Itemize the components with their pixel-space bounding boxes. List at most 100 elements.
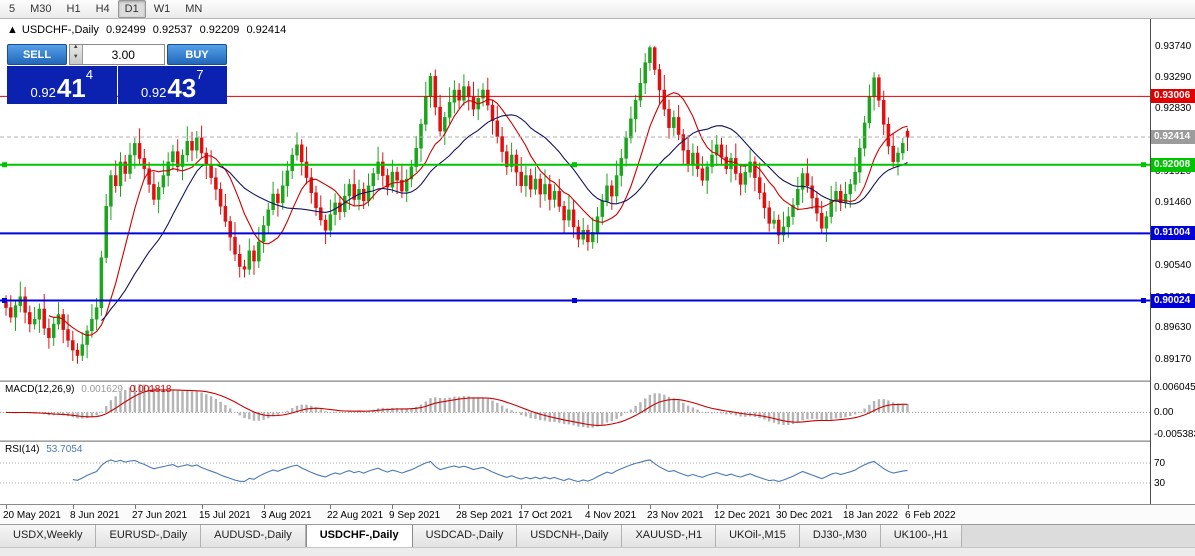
time-axis-label: 8 Jun 2021 <box>70 510 120 521</box>
ma-fast-line <box>48 92 908 337</box>
time-axis-tick <box>202 505 203 509</box>
chart-tab-usdcad-daily[interactable]: USDCAD-,Daily <box>412 525 518 547</box>
timeframe-button-mn[interactable]: MN <box>185 3 203 15</box>
time-axis-label: 23 Nov 2021 <box>647 510 704 521</box>
time-axis-label: 20 May 2021 <box>3 510 61 521</box>
time-axis-label: 9 Sep 2021 <box>389 510 441 521</box>
price-axis-tick: 0.93740 <box>1155 41 1192 53</box>
macd-axis-label: -0.005383 <box>1154 429 1195 440</box>
price-chart-svg <box>0 45 1150 364</box>
time-axis-label: 3 Aug 2021 <box>261 510 312 521</box>
time-axis-tick <box>779 505 780 509</box>
timeframe-button-m30[interactable]: M30 <box>30 3 52 15</box>
time-axis-tick <box>459 505 460 509</box>
macd-pane[interactable] <box>0 382 1150 440</box>
buy-button[interactable]: BUY <box>167 44 227 65</box>
chart-tab-audusd-daily[interactable]: AUDUSD-,Daily <box>201 525 306 547</box>
bid-quote[interactable]: 0.92 41 4 <box>7 66 117 104</box>
time-axis-label: 15 Jul 2021 <box>199 510 251 521</box>
time-axis-label: 28 Sep 2021 <box>456 510 513 521</box>
timeframe-button-5[interactable]: 5 <box>9 3 16 15</box>
status-strip <box>0 547 1195 556</box>
time-axis-tick <box>650 505 651 509</box>
ohlc-low: 0.92209 <box>199 24 240 36</box>
price-axis-tick: 0.89630 <box>1155 322 1192 334</box>
chart-tab-xauusd-h1[interactable]: XAUUSD-,H1 <box>622 525 717 547</box>
sell-button[interactable]: SELL <box>7 44 67 65</box>
collapse-panel-icon[interactable]: ▲ <box>7 24 18 36</box>
time-axis-tick <box>846 505 847 509</box>
chart-tab-usdcnh-daily[interactable]: USDCNH-,Daily <box>517 525 623 547</box>
macd-axis-label: 0.00 <box>1154 407 1174 419</box>
macd-name: MACD(12,26,9) <box>5 384 75 395</box>
time-axis[interactable]: 20 May 2021 8 Jun 2021 27 Jun 2021 15 Jul 2… <box>0 504 1195 524</box>
hline-handle[interactable] <box>2 162 7 168</box>
rsi-value: 53.7054 <box>46 444 83 455</box>
price-axis[interactable]: 0.937400.932900.928300.923800.919200.914… <box>1150 19 1195 504</box>
chart-header: ▲ USDCHF-,Daily 0.92499 0.92537 0.92209 0… <box>7 24 290 36</box>
hline-handle[interactable] <box>572 162 577 168</box>
ask-quote[interactable]: 0.92 43 7 <box>117 66 227 104</box>
bid-price-sup: 4 <box>85 67 93 82</box>
time-axis-label: 22 Aug 2021 <box>327 510 384 521</box>
price-axis-tick: 0.89170 <box>1155 353 1192 365</box>
chart-tab-uk100-h1[interactable]: UK100-,H1 <box>880 525 963 547</box>
timeframe-button-w1[interactable]: W1 <box>153 3 171 15</box>
ohlc-close: 0.92414 <box>246 24 287 36</box>
macd-label: MACD(12,26,9) 0.001629 0.001818 <box>5 384 175 395</box>
current-price-badge: 0.92414 <box>1151 129 1195 144</box>
pane-separator-rsi[interactable] <box>0 440 1195 442</box>
volume-field[interactable]: ▲ ▼ <box>69 44 165 65</box>
timeframe-button-h1[interactable]: H1 <box>66 3 81 15</box>
one-click-trading-panel: SELL ▲ ▼ BUY 0.92 41 4 0.92 43 7 <box>7 44 227 104</box>
rsi-pane[interactable] <box>0 442 1150 504</box>
hline-price-badge[interactable]: 0.91004 <box>1151 226 1195 241</box>
ohlc-open: 0.92499 <box>105 24 146 36</box>
price-axis-tick: 0.93290 <box>1155 72 1192 83</box>
time-axis-tick <box>264 505 265 509</box>
chart-tab-usdchf-daily[interactable]: USDCHF-,Daily <box>305 525 413 547</box>
ask-price-small: 0.92 <box>141 85 167 100</box>
rsi-axis-label: 70 <box>1154 458 1166 469</box>
chart-tab-ukoil-m15[interactable]: UKOil-,M15 <box>716 525 800 547</box>
timeframe-button-d1[interactable]: D1 <box>117 0 146 18</box>
ma-slow-line <box>101 114 908 321</box>
time-axis-label: 17 Oct 2021 <box>518 510 573 521</box>
time-axis-label: 27 Jun 2021 <box>132 510 188 521</box>
bid-price-small: 0.92 <box>30 85 56 100</box>
hline-handle[interactable] <box>2 298 7 303</box>
hline-price-badge[interactable]: 0.93006 <box>1151 89 1195 104</box>
time-axis-label: 6 Feb 2022 <box>905 510 956 521</box>
time-axis-tick <box>330 505 331 509</box>
macd-axis-label: 0.006045 <box>1154 382 1195 393</box>
timeframe-button-h4[interactable]: H4 <box>95 3 110 15</box>
volume-input[interactable] <box>82 45 164 64</box>
hline-handle[interactable] <box>572 298 577 303</box>
rsi-axis-label: 30 <box>1154 478 1166 489</box>
time-axis-tick <box>135 505 136 509</box>
chart-tab-dj30-m30[interactable]: DJ30-,M30 <box>799 525 881 547</box>
hline-price-badge[interactable]: 0.92008 <box>1151 157 1195 172</box>
hline-handle[interactable] <box>1141 162 1146 168</box>
hline-handle[interactable] <box>1141 298 1146 303</box>
pane-separator-macd[interactable] <box>0 380 1195 382</box>
bid-price-big: 41 <box>56 73 86 103</box>
timeframe-toolbar: 5 M30 H1 H4 D1 W1 MN <box>0 0 1195 19</box>
ohlc-high: 0.92537 <box>152 24 193 36</box>
hline-price-badge[interactable]: 0.90024 <box>1151 293 1195 308</box>
volume-down-arrow-icon[interactable]: ▼ <box>72 53 79 60</box>
macd-hist-value: 0.001629 <box>81 384 123 395</box>
time-axis-label: 18 Jan 2022 <box>843 510 899 521</box>
macd-signal-value: 0.001818 <box>129 384 172 395</box>
ask-price-sup: 7 <box>196 67 204 82</box>
rsi-chart-svg <box>0 459 1150 484</box>
chart-tab-usdx-weekly[interactable]: USDX,Weekly <box>0 525 97 547</box>
candles-series <box>4 45 910 364</box>
rsi-label: RSI(14) 53.7054 <box>5 444 86 455</box>
price-axis-tick: 0.90540 <box>1155 260 1192 272</box>
time-axis-tick <box>588 505 589 509</box>
macd-signal-line <box>5 389 908 426</box>
volume-up-arrow-icon[interactable]: ▲ <box>72 44 79 50</box>
chart-tab-eurusd-daily[interactable]: EURUSD-,Daily <box>96 525 202 547</box>
